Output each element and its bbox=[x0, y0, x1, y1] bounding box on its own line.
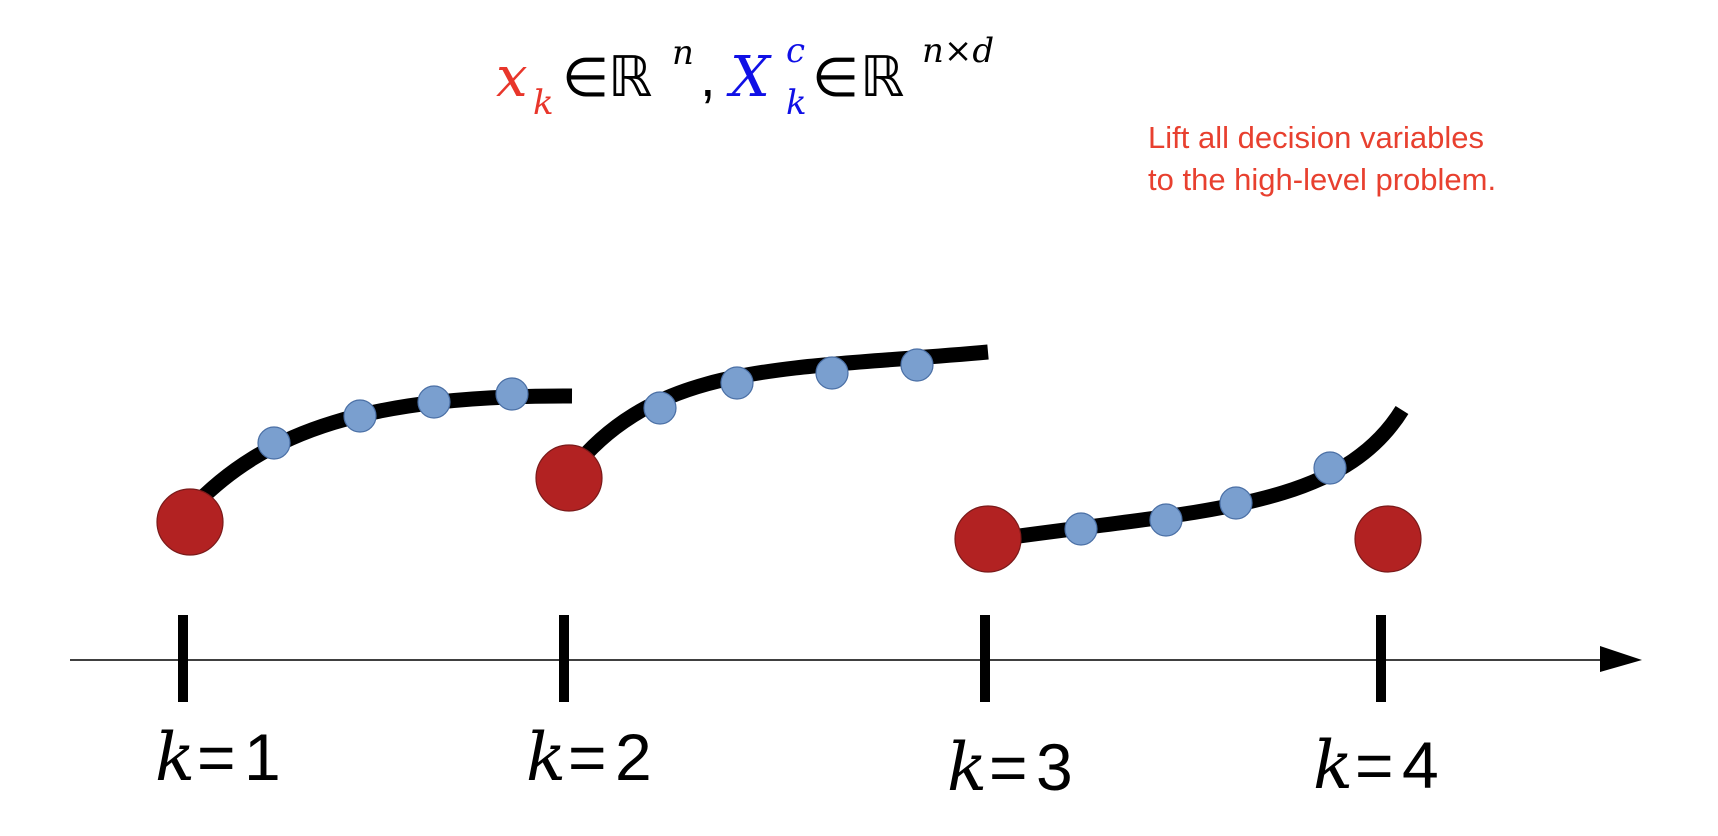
collocation-point bbox=[417, 385, 451, 419]
time-axis bbox=[70, 646, 1642, 672]
annotation-line-1: Lift all decision variables bbox=[1148, 120, 1484, 155]
time-step-var: k bbox=[947, 729, 987, 806]
state-nodes bbox=[156, 444, 1422, 573]
time-ticks bbox=[178, 615, 1386, 702]
time-step-number: 3 bbox=[1036, 730, 1073, 804]
collocation-point bbox=[1313, 451, 1347, 485]
collocation-variable-subscript: k bbox=[786, 83, 807, 123]
time-step-number: 2 bbox=[615, 720, 652, 794]
collocation-point bbox=[643, 391, 677, 425]
collocation-variable-superscript: c bbox=[786, 31, 805, 71]
collocation-variable-symbol: X bbox=[726, 45, 772, 110]
element-of-symbol-2: ∈ bbox=[812, 48, 859, 108]
state-node-k2 bbox=[535, 444, 603, 512]
collocation-point bbox=[257, 426, 291, 460]
time-step-var: k bbox=[526, 719, 566, 796]
header-formula: x k ∈ ℝ n , X c k ∈ ℝ n×d bbox=[496, 31, 994, 123]
state-variable-subscript: k bbox=[533, 83, 554, 123]
state-node-k4 bbox=[1354, 505, 1422, 573]
state-dimension-exponent: n bbox=[672, 33, 694, 73]
collocation-point bbox=[900, 348, 934, 382]
collocation-point bbox=[1064, 512, 1098, 546]
state-variable-symbol: x bbox=[496, 45, 528, 110]
state-node-k3 bbox=[954, 505, 1022, 573]
collocation-point bbox=[1219, 486, 1253, 520]
time-step-var: k bbox=[155, 719, 195, 796]
time-step-equals: = bbox=[568, 720, 607, 794]
trajectory-segments bbox=[184, 344, 1409, 548]
collocation-point bbox=[495, 377, 529, 411]
axis-arrowhead bbox=[1600, 646, 1642, 672]
time-step-number: 1 bbox=[244, 720, 281, 794]
time-step-labels: k = 1 k = 2 k = 3 k = 4 bbox=[155, 719, 1439, 806]
time-step-number: 4 bbox=[1402, 728, 1439, 802]
state-node-k1 bbox=[156, 488, 224, 556]
collocation-point bbox=[1149, 503, 1183, 537]
time-step-equals: = bbox=[1355, 728, 1394, 802]
annotation: Lift all decision variables to the high-… bbox=[1148, 120, 1496, 197]
time-step-label-k2: k = 2 bbox=[526, 719, 652, 796]
annotation-line-2: to the high-level problem. bbox=[1148, 162, 1496, 197]
element-of-symbol: ∈ bbox=[562, 48, 609, 108]
collocation-dimension-exponent: n×d bbox=[922, 31, 994, 71]
time-step-var: k bbox=[1313, 727, 1353, 804]
collocation-point bbox=[720, 366, 754, 400]
time-step-label-k3: k = 3 bbox=[947, 729, 1073, 806]
real-set-symbol-2: ℝ bbox=[860, 45, 904, 108]
collocation-point bbox=[343, 399, 377, 433]
real-set-symbol: ℝ bbox=[608, 45, 652, 108]
collocation-points bbox=[257, 348, 1347, 546]
time-step-label-k4: k = 4 bbox=[1313, 727, 1439, 804]
time-step-label-k1: k = 1 bbox=[155, 719, 281, 796]
time-step-equals: = bbox=[197, 720, 236, 794]
collocation-point bbox=[815, 356, 849, 390]
trajectory-segment-1 bbox=[184, 388, 573, 516]
formula-separator: , bbox=[700, 45, 716, 108]
time-step-equals: = bbox=[989, 730, 1028, 804]
